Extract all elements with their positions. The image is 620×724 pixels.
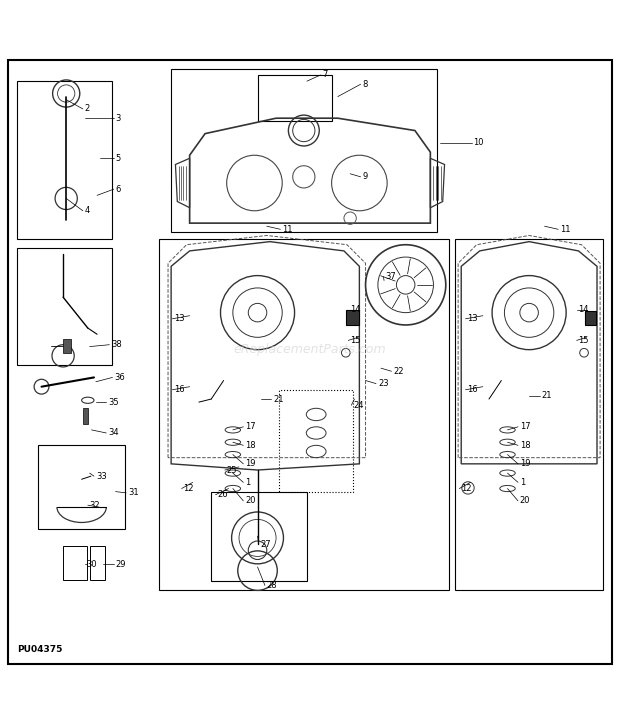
Text: 20: 20 (245, 497, 255, 505)
Bar (63, 546, 87, 580)
Bar (83, 408, 88, 424)
Text: 14: 14 (578, 305, 589, 314)
Text: 12: 12 (461, 484, 472, 493)
Text: 29: 29 (115, 560, 126, 569)
Bar (257, 75, 332, 122)
Text: 19: 19 (245, 459, 255, 468)
Bar (63, 339, 71, 353)
Text: 1: 1 (245, 478, 250, 487)
Text: 11: 11 (282, 224, 293, 234)
Text: 20: 20 (520, 497, 530, 505)
Text: 10: 10 (474, 138, 484, 148)
Bar (17, 248, 112, 365)
Text: 25: 25 (227, 466, 237, 474)
Text: 13: 13 (467, 314, 478, 324)
Text: 1: 1 (520, 478, 525, 487)
Text: 31: 31 (128, 489, 138, 497)
Text: 4: 4 (85, 206, 90, 215)
Text: 36: 36 (114, 373, 125, 382)
Text: 16: 16 (174, 385, 185, 395)
Text: 18: 18 (520, 441, 531, 450)
Text: 7: 7 (322, 70, 328, 80)
Text: 34: 34 (108, 429, 119, 437)
Bar (90, 546, 105, 580)
Bar (171, 69, 436, 232)
Text: 16: 16 (467, 385, 478, 395)
Text: 6: 6 (115, 185, 121, 194)
Text: 9: 9 (363, 172, 368, 181)
Text: 30: 30 (87, 560, 97, 569)
Text: 5: 5 (115, 153, 121, 163)
Text: 11: 11 (560, 224, 570, 234)
Text: 27: 27 (260, 539, 271, 549)
Text: 8: 8 (363, 80, 368, 89)
Bar (159, 238, 449, 590)
Text: 17: 17 (520, 422, 531, 432)
Bar (279, 390, 353, 492)
Text: 18: 18 (245, 441, 256, 450)
Text: 12: 12 (184, 484, 194, 493)
Bar (38, 445, 125, 529)
Bar (17, 81, 112, 238)
Bar (211, 492, 307, 581)
Text: 28: 28 (267, 581, 277, 590)
Text: 35: 35 (108, 397, 119, 407)
Text: 33: 33 (96, 472, 107, 481)
Text: 22: 22 (393, 367, 404, 376)
Text: 15: 15 (578, 336, 589, 345)
Bar (455, 238, 603, 590)
Text: 21: 21 (273, 395, 283, 403)
Bar (585, 311, 596, 325)
Text: 21: 21 (541, 392, 552, 400)
Text: 15: 15 (350, 336, 361, 345)
Text: 2: 2 (85, 104, 90, 114)
Text: 14: 14 (350, 305, 361, 314)
Text: 37: 37 (385, 272, 396, 282)
Text: PU04375: PU04375 (17, 644, 62, 654)
Text: 17: 17 (245, 422, 256, 432)
Text: 23: 23 (378, 379, 389, 388)
Text: 24: 24 (353, 400, 364, 410)
Text: 19: 19 (520, 459, 530, 468)
Bar (346, 310, 360, 325)
Text: 26: 26 (218, 490, 228, 500)
Text: 32: 32 (90, 501, 100, 510)
Text: 38: 38 (111, 340, 122, 349)
Text: eReplacementParts.com: eReplacementParts.com (234, 343, 386, 356)
Text: 13: 13 (174, 314, 185, 324)
Text: 3: 3 (115, 114, 121, 122)
